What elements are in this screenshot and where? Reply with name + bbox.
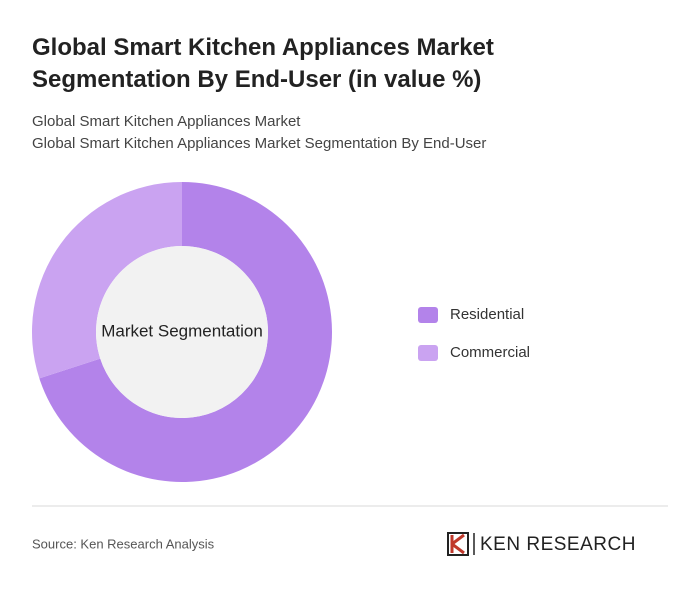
brand-logo xyxy=(447,532,475,556)
chart-title: Global Smart Kitchen Appliances Market S… xyxy=(32,34,494,93)
subtitle: Global Smart Kitchen Appliances Market xyxy=(32,113,301,130)
center-label: Market Segmentation xyxy=(101,321,263,340)
legend-swatch xyxy=(418,345,438,361)
legend-label: Residential xyxy=(450,306,524,323)
legend-swatch xyxy=(418,307,438,323)
donut-segment xyxy=(31,182,183,379)
source: Source: Ken Research Analysis xyxy=(32,536,215,551)
donut-center xyxy=(96,246,268,418)
donut-segment xyxy=(39,182,332,482)
subtitle: Global Smart Kitchen Appliances Market S… xyxy=(32,135,487,152)
legend-label: Commercial xyxy=(450,344,530,361)
brand: KEN RESEARCH xyxy=(480,534,636,555)
